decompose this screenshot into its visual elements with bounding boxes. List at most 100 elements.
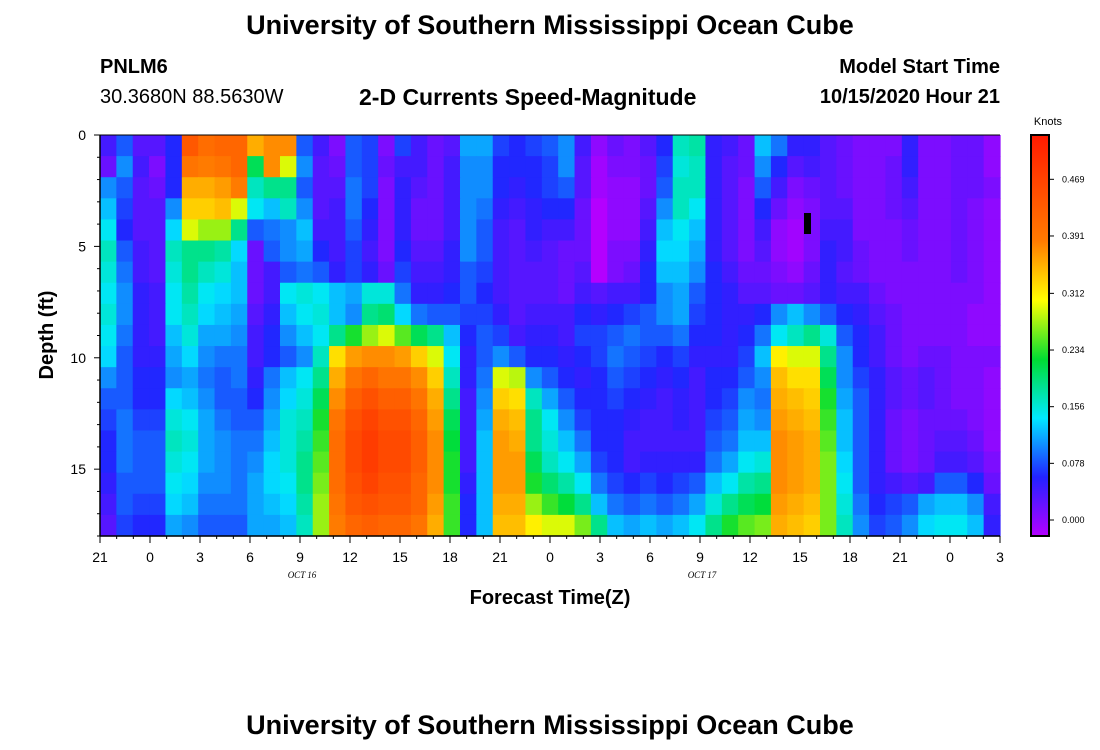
- heatmap-cell: [558, 451, 576, 474]
- heatmap-cell: [296, 219, 314, 242]
- heatmap-cell: [296, 493, 314, 516]
- heatmap-cell: [770, 493, 788, 516]
- heatmap-cell: [590, 240, 608, 263]
- heatmap-cell: [427, 346, 445, 368]
- heatmap-cell: [738, 324, 756, 347]
- heatmap-cell: [836, 514, 854, 537]
- heatmap-cell: [181, 177, 199, 199]
- colorbar-ticks: 0.000 0.078 0.156 0.234 0.312 0.391 0.469: [1049, 174, 1085, 525]
- heatmap-cell: [116, 261, 134, 284]
- heatmap-cell: [394, 198, 412, 221]
- heatmap-cell: [345, 451, 363, 474]
- heatmap-cell: [345, 472, 363, 495]
- heatmap-cell: [361, 177, 379, 199]
- heatmap-cell: [623, 451, 641, 474]
- heatmap-cell: [787, 324, 805, 347]
- heatmap-cell: [787, 409, 805, 432]
- heatmap-cell: [754, 303, 772, 326]
- heatmap-cell: [836, 493, 854, 516]
- heatmap-cell: [787, 388, 805, 410]
- heatmap-cell: [312, 261, 330, 284]
- heatmap-cell: [885, 156, 903, 178]
- heatmap-cell: [263, 261, 281, 284]
- heatmap-cell: [803, 303, 821, 326]
- heatmap-cell: [476, 303, 494, 326]
- heatmap-cell: [541, 388, 559, 410]
- heatmap-cell: [132, 493, 150, 516]
- heatmap-cell: [950, 303, 968, 326]
- heatmap-cell: [934, 472, 952, 495]
- heatmap-cell: [509, 303, 527, 326]
- heatmap-cell: [607, 282, 625, 305]
- heatmap-cell: [181, 261, 199, 284]
- heatmap-cell: [787, 282, 805, 305]
- heatmap-cell: [590, 156, 608, 178]
- heatmap-cell: [378, 346, 396, 368]
- heatmap-cell: [181, 472, 199, 495]
- heatmap-cell: [214, 282, 232, 305]
- heatmap-cell: [165, 388, 183, 410]
- heatmap-cell: [132, 198, 150, 221]
- heatmap-cell: [247, 430, 265, 453]
- heatmap-cell: [901, 367, 919, 389]
- heatmap-cell: [836, 156, 854, 178]
- heatmap-cell: [640, 324, 657, 347]
- heatmap-cell: [558, 388, 576, 410]
- heatmap-cell: [656, 388, 674, 410]
- heatmap-cell: [983, 135, 1001, 157]
- heatmap-cell: [689, 367, 707, 389]
- heatmap-cell: [410, 156, 428, 178]
- heatmap-cell: [918, 303, 936, 326]
- heatmap-cell: [689, 261, 707, 284]
- heatmap-cell: [607, 367, 625, 389]
- heatmap-cell: [656, 156, 674, 178]
- heatmap-cell: [656, 409, 674, 432]
- heatmap-cell: [247, 493, 265, 516]
- heatmap-cell: [803, 135, 821, 157]
- heatmap-cell: [296, 303, 314, 326]
- heatmap-cell: [541, 219, 559, 242]
- heatmap-cell: [901, 156, 919, 178]
- heatmap-cell: [509, 346, 527, 368]
- heatmap-cell: [689, 240, 707, 263]
- heatmap-cell: [476, 493, 494, 516]
- heatmap-cell: [869, 177, 887, 199]
- heatmap-cell: [721, 388, 739, 410]
- heatmap-cell: [280, 388, 297, 410]
- heatmap-cell: [181, 282, 199, 305]
- heatmap-cell: [607, 156, 625, 178]
- heatmap-cell: [198, 514, 216, 537]
- heatmap-cell: [672, 472, 690, 495]
- heatmap-cell: [721, 135, 739, 157]
- heatmap-cell: [901, 135, 919, 157]
- heatmap-cell: [394, 430, 412, 453]
- heatmap-cell: [476, 409, 494, 432]
- heatmap-cell: [296, 430, 314, 453]
- heatmap-cell: [345, 198, 363, 221]
- heatmap-cell: [345, 409, 363, 432]
- heatmap-cell: [296, 346, 314, 368]
- heatmap-cell: [198, 409, 216, 432]
- heatmap-cell: [492, 177, 510, 199]
- heatmap-cell: [427, 156, 445, 178]
- heatmap-cell: [460, 493, 477, 516]
- heatmap-cell: [492, 282, 510, 305]
- colorbar-tick-label: 0.391: [1062, 231, 1085, 241]
- heatmap-cell: [705, 261, 723, 284]
- heatmap-cell: [329, 261, 347, 284]
- heatmap-cell: [852, 493, 870, 516]
- heatmap-cell: [869, 367, 887, 389]
- heatmap-cell: [787, 177, 805, 199]
- heatmap-cell: [836, 135, 854, 157]
- heatmap-cell: [950, 430, 968, 453]
- heatmap-cell: [967, 409, 985, 432]
- heatmap-cell: [214, 303, 232, 326]
- heatmap-cell: [787, 346, 805, 368]
- heatmap-cell: [689, 472, 707, 495]
- heatmap-cell: [950, 135, 968, 157]
- heatmap-cell: [607, 177, 625, 199]
- heatmap-cell: [770, 346, 788, 368]
- heatmap-cell: [656, 135, 674, 157]
- heatmap-cell: [869, 198, 887, 221]
- heatmap-cell: [623, 177, 641, 199]
